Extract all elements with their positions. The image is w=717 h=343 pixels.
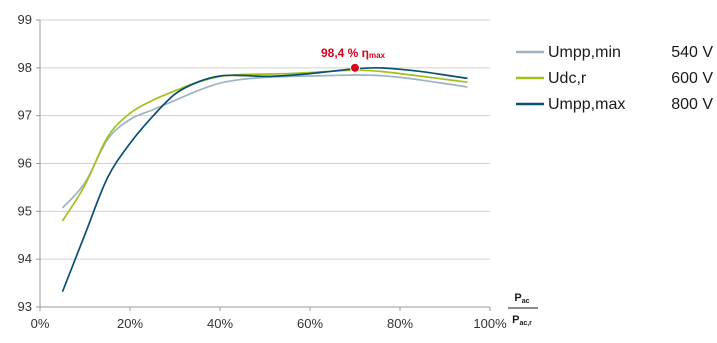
x-tick-label-80: 80%: [387, 316, 413, 331]
y-tick-labels: 93 94 95 96 97 98 99: [18, 12, 32, 314]
x-axis-fraction-label: Pac Pac,r: [508, 292, 538, 327]
fraction-numerator-sub: ac: [522, 298, 530, 305]
legend-name-1: Udc,r: [548, 70, 587, 87]
x-tick-label-40: 40%: [207, 316, 233, 331]
y-tick-label-98: 98: [18, 60, 32, 75]
legend-voltage-0: 540 V: [671, 44, 713, 61]
series-line-1: [61, 69, 468, 222]
peak-label: 98,4 % ηmax: [321, 46, 386, 60]
x-tick-label-100: 100%: [473, 316, 507, 331]
legend-name-2: Umpp,max: [548, 96, 625, 113]
axes: [36, 19, 491, 311]
fraction-denominator-sub: ac,r: [519, 320, 532, 327]
x-tick-label-0: 0%: [31, 316, 50, 331]
y-tick-label-99: 99: [18, 12, 32, 27]
legend-voltage-2: 800 V: [671, 96, 713, 113]
x-tick-labels: 0% 20% 40% 60% 80% 100%: [31, 316, 507, 331]
legend-name-0: Umpp,min: [548, 44, 621, 61]
series-lines: [61, 66, 468, 293]
peak-annotation: 98,4 % ηmax: [321, 46, 386, 73]
legend: Umpp,min 540 V Udc,r 600 V Umpp,max 800 V: [516, 44, 713, 113]
fraction-denominator-main: P: [512, 314, 519, 326]
fraction-numerator-main: P: [514, 292, 521, 304]
y-tick-label-97: 97: [18, 108, 32, 123]
peak-label-sub: max: [369, 51, 386, 60]
x-tick-label-60: 60%: [297, 316, 323, 331]
x-tick-label-20: 20%: [117, 316, 143, 331]
y-tick-label-96: 96: [18, 156, 32, 171]
series-line-0: [61, 74, 468, 209]
y-tick-label-95: 95: [18, 203, 32, 218]
peak-label-main: 98,4 % η: [321, 46, 369, 60]
peak-marker: [350, 62, 360, 73]
series-line-2: [61, 66, 468, 293]
legend-voltage-1: 600 V: [671, 70, 713, 87]
fraction-numerator: Pac: [514, 292, 529, 305]
fraction-denominator: Pac,r: [512, 314, 532, 327]
y-tick-label-93: 93: [18, 299, 32, 314]
y-tick-label-94: 94: [18, 251, 32, 266]
